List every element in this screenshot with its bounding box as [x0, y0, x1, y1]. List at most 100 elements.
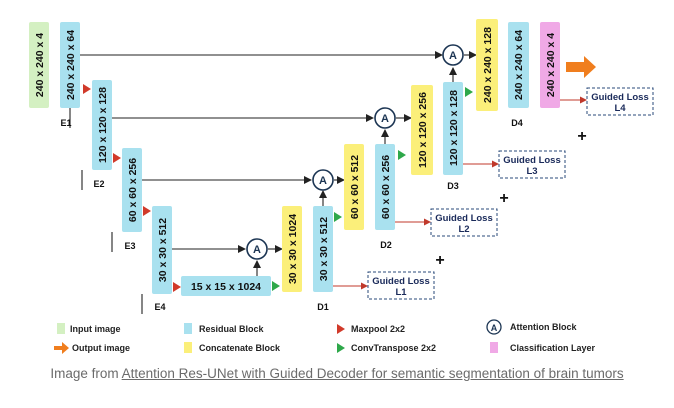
- d1-concat-block-label: 30 x 30 x 1024: [287, 214, 299, 284]
- guided-loss-l2-box: [430, 208, 498, 237]
- d2-concat-block: 60 x 60 x 512: [344, 144, 364, 230]
- convtranspose-icon-2: [334, 212, 342, 222]
- d4-res-block: 240 x 240 x 64: [508, 22, 529, 108]
- legend-concat-swatch: [184, 342, 192, 353]
- d4-concat-block-label: 240 x 240 x 128: [482, 27, 494, 103]
- e1-block: 240 x 240 x 64: [60, 22, 80, 108]
- d1-concat-block: 30 x 30 x 1024: [282, 206, 302, 292]
- legend-convtranspose-icon: [337, 343, 345, 353]
- attention-icon-1: [246, 238, 268, 260]
- caption-source-link[interactable]: Attention Res-UNet with Guided Decoder f…: [121, 366, 624, 381]
- label-d2: D2: [380, 240, 392, 250]
- guided-loss-l3: Guided Loss L3: [498, 150, 566, 179]
- e2-block-rect: [92, 80, 112, 170]
- label-e3: E3: [124, 241, 135, 251]
- e4-block-label: 30 x 30 x 512: [157, 218, 169, 282]
- input-block-rect: [29, 22, 49, 108]
- attention-block-4: A: [442, 44, 464, 66]
- e1-block-label: 240 x 240 x 64: [65, 30, 77, 100]
- legend-residual-label: Residual Block: [199, 324, 265, 334]
- e3-block: 60 x 60 x 256: [122, 148, 142, 232]
- label-d1: D1: [317, 302, 329, 312]
- legend-convtranspose-label: ConvTranspose 2x2: [351, 343, 436, 353]
- guided-loss-l4: Guided Loss L4: [586, 87, 654, 116]
- attention-symbol-1: A: [253, 244, 261, 256]
- maxpool-icon-2: [113, 153, 121, 163]
- legend-input-swatch: [57, 323, 65, 334]
- bottleneck-block-rect: [181, 276, 271, 296]
- guided-loss-l1-box: [367, 271, 435, 300]
- legend-maxpool-label: Maxpool 2x2: [351, 324, 405, 334]
- classification-block: 240 x 240 x 4: [540, 22, 560, 108]
- maxpool-icon-1: [83, 84, 91, 94]
- guided-loss-l1: Guided Loss L1: [367, 271, 435, 300]
- guided-loss-l3-sub: L3: [526, 166, 537, 177]
- label-d4: D4: [511, 118, 523, 128]
- legend-output-label: Output image: [72, 343, 130, 353]
- e4-block-rect: [152, 206, 172, 294]
- legend-attention-symbol: A: [491, 323, 498, 333]
- convtranspose-markers: [272, 87, 473, 291]
- d4-res-block-label: 240 x 240 x 64: [513, 30, 525, 100]
- connectors: [69, 51, 477, 314]
- attention-icon-2: [312, 169, 334, 191]
- convtranspose-icon-1: [272, 281, 280, 291]
- d2-res-block-rect: [375, 144, 395, 230]
- d4-concat-block-rect: [476, 19, 498, 111]
- d3-concat-block-label: 120 x 120 x 256: [417, 92, 429, 168]
- d1-res-block: 30 x 30 x 512: [313, 206, 333, 292]
- e4-block: 30 x 30 x 512: [152, 206, 172, 294]
- maxpool-markers: [83, 84, 181, 292]
- attention-icon-4: [442, 44, 464, 66]
- classification-block-rect: [540, 22, 560, 108]
- input-block-label: 240 x 240 x 4: [34, 33, 46, 97]
- label-e2: E2: [93, 179, 104, 189]
- classification-block-label: 240 x 240 x 4: [545, 33, 557, 97]
- attention-symbol-2: A: [319, 175, 327, 187]
- guided-connectors: [333, 96, 587, 290]
- d2-concat-block-label: 60 x 60 x 512: [349, 155, 361, 219]
- d1-res-block-label: 30 x 30 x 512: [318, 217, 330, 281]
- d2-res-block-label: 60 x 60 x 256: [380, 155, 392, 219]
- legend-residual-swatch: [184, 323, 192, 334]
- d2-concat-block-rect: [344, 144, 364, 230]
- e2-block-label: 120 x 120 x 128: [97, 87, 109, 163]
- attention-block-1: A: [246, 238, 268, 260]
- image-caption: Image from Attention Res-UNet with Guide…: [0, 366, 674, 381]
- attention-symbol-4: A: [449, 50, 457, 62]
- d3-res-block: 120 x 120 x 128: [443, 82, 463, 175]
- guided-loss-l3-box: [498, 150, 566, 179]
- plus-sign-3: +: [577, 128, 586, 145]
- d1-res-block-rect: [313, 206, 333, 292]
- label-d3: D3: [447, 181, 459, 191]
- output-arrow-icon: [566, 56, 596, 78]
- attention-symbol-3: A: [381, 113, 389, 125]
- d4-res-block-rect: [508, 22, 529, 108]
- attention-block-2: A: [312, 169, 334, 191]
- stage-labels: E1 E2 E3 E4 D1 D2 D3 D4: [60, 118, 522, 312]
- e3-block-rect: [122, 148, 142, 232]
- bottleneck-block-label: 15 x 15 x 1024: [191, 281, 261, 293]
- label-e1: E1: [60, 118, 71, 128]
- guided-loss-l4-box: [586, 87, 654, 116]
- guided-loss-l2: Guided Loss L2: [430, 208, 498, 237]
- guided-loss-l3-title: Guided Loss: [503, 155, 561, 166]
- input-block: 240 x 240 x 4: [29, 22, 49, 108]
- legend-classification-label: Classification Layer: [510, 343, 596, 353]
- convtranspose-icon-4: [465, 87, 473, 97]
- maxpool-icon-4: [173, 282, 181, 292]
- caption-prefix: Image from: [50, 366, 122, 381]
- guided-loss-l1-sub: L1: [395, 287, 407, 298]
- plus-sign-1: +: [435, 252, 444, 269]
- legend-concat-label: Concatenate Block: [199, 343, 281, 353]
- convtranspose-icon-3: [398, 150, 406, 160]
- guided-loss-l4-title: Guided Loss: [591, 92, 649, 103]
- d3-concat-block-rect: [411, 85, 433, 175]
- guided-loss-l2-sub: L2: [458, 224, 469, 235]
- d2-res-block: 60 x 60 x 256: [375, 144, 395, 230]
- plus-sign-2: +: [499, 190, 508, 207]
- bottleneck-block: 15 x 15 x 1024: [181, 276, 271, 296]
- maxpool-icon-3: [143, 206, 151, 216]
- legend-maxpool-icon: [337, 324, 345, 334]
- label-e4: E4: [154, 302, 165, 312]
